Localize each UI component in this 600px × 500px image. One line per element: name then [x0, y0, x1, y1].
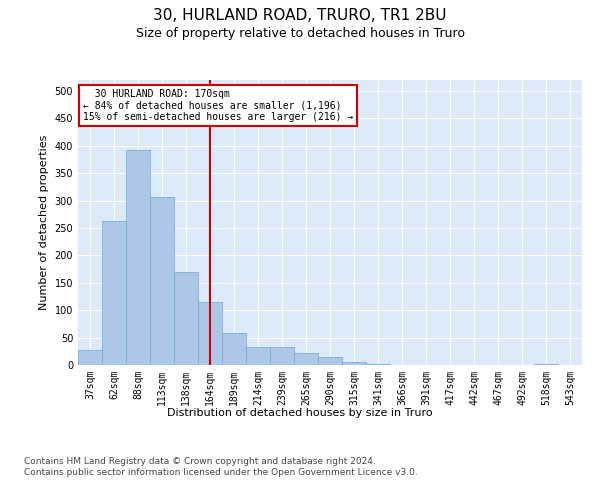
Bar	[174, 272, 198, 365]
Bar	[246, 348, 270, 365]
Bar	[366, 364, 390, 365]
Bar	[126, 150, 150, 365]
Bar	[294, 353, 318, 365]
Bar	[222, 333, 246, 365]
Text: 30 HURLAND ROAD: 170sqm
← 84% of detached houses are smaller (1,196)
15% of semi: 30 HURLAND ROAD: 170sqm ← 84% of detache…	[83, 88, 353, 122]
Bar	[150, 196, 174, 365]
Text: Size of property relative to detached houses in Truro: Size of property relative to detached ho…	[136, 28, 464, 40]
Bar	[270, 348, 294, 365]
Bar	[342, 362, 366, 365]
Bar	[78, 350, 102, 365]
Bar	[198, 302, 222, 365]
Bar	[318, 358, 342, 365]
Text: 30, HURLAND ROAD, TRURO, TR1 2BU: 30, HURLAND ROAD, TRURO, TR1 2BU	[153, 8, 447, 22]
Bar	[534, 364, 558, 365]
Text: Contains HM Land Registry data © Crown copyright and database right 2024.
Contai: Contains HM Land Registry data © Crown c…	[24, 458, 418, 477]
Y-axis label: Number of detached properties: Number of detached properties	[39, 135, 49, 310]
Bar	[102, 221, 126, 365]
Text: Distribution of detached houses by size in Truro: Distribution of detached houses by size …	[167, 408, 433, 418]
